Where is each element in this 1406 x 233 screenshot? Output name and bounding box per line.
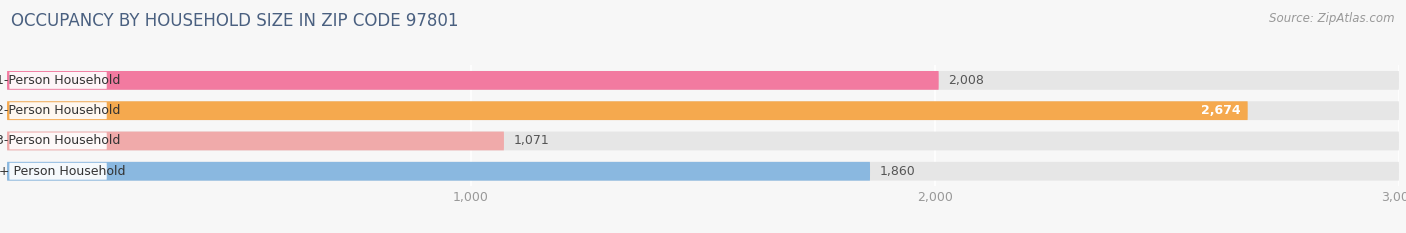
- FancyBboxPatch shape: [10, 72, 107, 89]
- Text: OCCUPANCY BY HOUSEHOLD SIZE IN ZIP CODE 97801: OCCUPANCY BY HOUSEHOLD SIZE IN ZIP CODE …: [11, 12, 458, 30]
- FancyBboxPatch shape: [7, 132, 1399, 150]
- FancyBboxPatch shape: [10, 102, 107, 119]
- Text: 1,071: 1,071: [513, 134, 548, 147]
- FancyBboxPatch shape: [7, 71, 1399, 90]
- Text: 2-Person Household: 2-Person Household: [0, 104, 121, 117]
- Text: 1-Person Household: 1-Person Household: [0, 74, 121, 87]
- FancyBboxPatch shape: [7, 71, 939, 90]
- Text: 2,008: 2,008: [948, 74, 984, 87]
- FancyBboxPatch shape: [7, 132, 503, 150]
- FancyBboxPatch shape: [7, 101, 1247, 120]
- Text: 4+ Person Household: 4+ Person Household: [0, 165, 125, 178]
- Text: 2,674: 2,674: [1201, 104, 1240, 117]
- Text: 1,860: 1,860: [879, 165, 915, 178]
- Text: 3-Person Household: 3-Person Household: [0, 134, 121, 147]
- FancyBboxPatch shape: [7, 162, 870, 181]
- FancyBboxPatch shape: [7, 101, 1399, 120]
- Text: Source: ZipAtlas.com: Source: ZipAtlas.com: [1270, 12, 1395, 25]
- FancyBboxPatch shape: [7, 162, 1399, 181]
- FancyBboxPatch shape: [10, 163, 107, 180]
- FancyBboxPatch shape: [10, 133, 107, 149]
